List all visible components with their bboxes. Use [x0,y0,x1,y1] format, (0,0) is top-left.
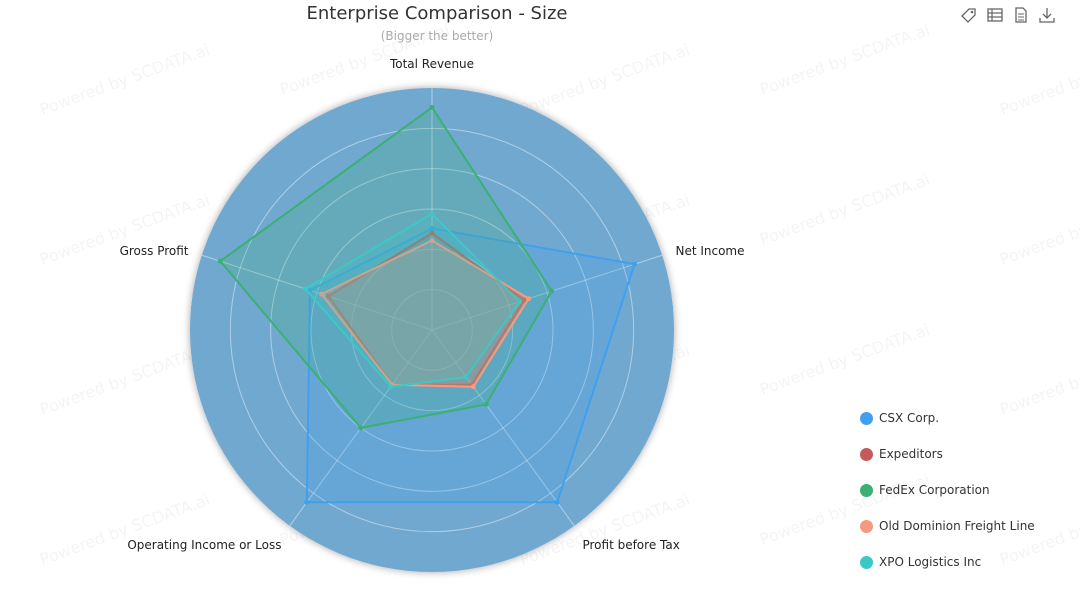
radar-data-point[interactable] [549,288,555,294]
radar-indicator-label: Total Revenue [389,57,474,71]
radar-series-area[interactable] [218,105,553,429]
legend-item[interactable]: CSX Corp. [860,400,1035,436]
radar-data-point[interactable] [632,261,638,267]
legend-marker [860,555,873,569]
legend-item[interactable]: Expeditors [860,436,1035,472]
radar-data-point[interactable] [217,258,223,264]
radar-data-point[interactable] [483,401,489,407]
radar-data-point[interactable] [429,104,435,110]
radar-data-point[interactable] [526,296,532,302]
legend-label: Expeditors [879,447,943,461]
radar-series-area[interactable] [303,212,521,388]
legend-item[interactable]: Old Dominion Freight Line [860,508,1035,544]
radar-data-point[interactable] [554,499,560,505]
radar-data-point[interactable] [358,425,364,431]
legend-marker [860,411,873,425]
chart-legend: CSX Corp. Expeditors FedEx Corporation Old … [860,400,1035,580]
chart-title: Enterprise Comparison - Size [306,3,568,24]
radar-axis-line [201,254,433,331]
radar-data-point[interactable] [304,499,310,505]
legend-marker [860,447,873,461]
legend-label: FedEx Corporation [879,483,990,497]
document-icon[interactable] [1012,6,1030,24]
radar-axis-line [431,254,663,331]
radar-series-area[interactable] [305,227,636,504]
radar-data-point[interactable] [429,230,435,236]
radar-indicator-label: Profit before Tax [582,538,679,552]
legend-item[interactable]: FedEx Corporation [860,472,1035,508]
radar-background [190,88,674,572]
chart-toolbox [960,6,1056,24]
tag-icon[interactable] [960,6,978,24]
radar-grid-ring [229,127,635,533]
legend-label: XPO Logistics Inc [879,555,982,569]
legend-label: Old Dominion Freight Line [879,519,1035,533]
radar-data-point[interactable] [429,211,435,217]
radar-data-point[interactable] [429,225,435,231]
radar-indicator-label: Net Income [675,244,744,258]
radar-indicator-label: Gross Profit [120,244,189,258]
radar-series-area[interactable] [319,239,531,388]
radar-data-point[interactable] [325,293,331,299]
legend-item[interactable]: XPO Logistics Inc [860,544,1035,580]
radar-data-point[interactable] [470,384,476,390]
radar-data-point[interactable] [388,384,394,390]
radar-data-point[interactable] [521,297,527,303]
legend-marker [860,519,873,533]
radar-data-point[interactable] [516,299,522,305]
data-view-icon[interactable] [986,6,1004,24]
chart-subtitle: (Bigger the better) [380,29,494,43]
legend-marker [860,483,873,497]
legend-label: CSX Corp. [879,411,940,425]
radar-grid-ring [310,208,554,452]
radar-axis-line [431,329,575,527]
radar-data-point[interactable] [302,286,308,292]
radar-data-point[interactable] [429,237,435,243]
radar-grid-ring [350,248,514,412]
radar-data-point[interactable] [319,291,325,297]
radar-indicator-label: Operating Income or Loss [127,538,281,552]
download-icon[interactable] [1038,6,1056,24]
radar-grid-ring [270,168,594,492]
radar-data-point[interactable] [463,374,469,380]
radar-grid-ring [391,289,473,371]
